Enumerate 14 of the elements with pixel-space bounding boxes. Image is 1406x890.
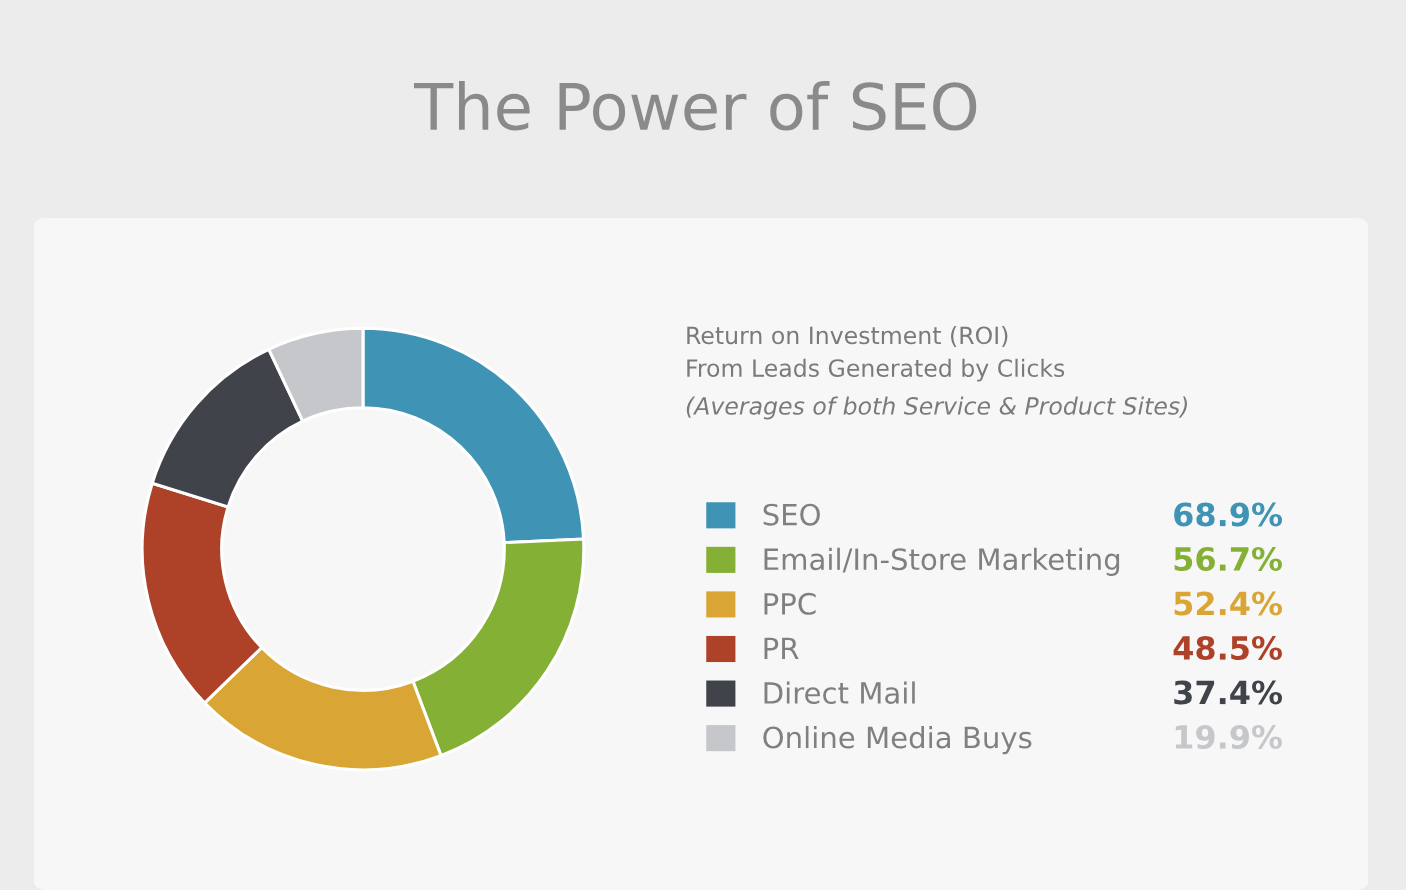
data-label: 56.7% [1174, 546, 1282, 572]
legend-title: Return on Investment (ROI) From Leads Generated by Clicks [687, 326, 1065, 382]
legend-label: Online Media Buys [763, 725, 1032, 755]
text: (Averages of both Service & Product Sites) [686, 396, 1187, 420]
legend-label: Email/In-Store Marketing [764, 547, 1120, 576]
data-label: 37.4% [1174, 680, 1282, 705]
legend-label: SEO [763, 503, 820, 526]
data-label: 52.4% [1174, 591, 1282, 616]
legend-label: PR [764, 637, 799, 659]
data-label: 68.9% [1174, 502, 1282, 527]
chart-title: The Power of SEO [413, 81, 977, 131]
legend-label: PPC [764, 592, 816, 615]
data-label: 48.5% [1173, 635, 1282, 661]
legend-label: Direct Mail [764, 681, 915, 704]
